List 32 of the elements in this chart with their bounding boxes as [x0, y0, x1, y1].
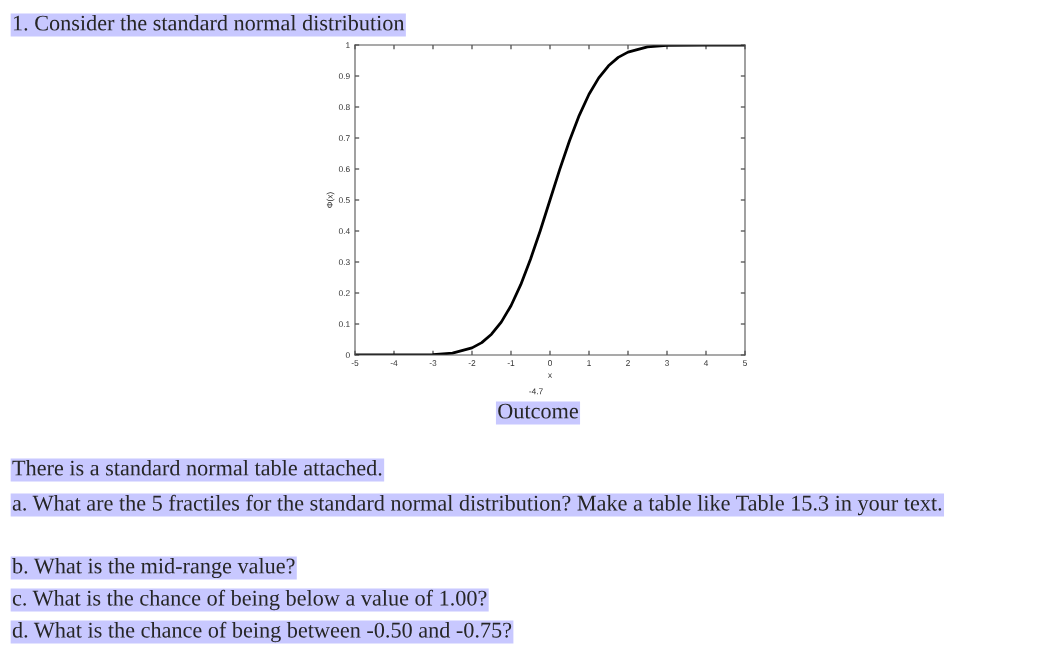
text: d. What is the chance of being between -0.50 and -0.75?	[12, 621, 512, 643]
x-axis-title: x	[548, 373, 552, 378]
x-tick-label: -1	[507, 360, 515, 366]
x-tick-label: 2	[626, 360, 630, 366]
chart-title: 1. Consider the standard normal distribution	[13, 14, 405, 31]
text: Outcome	[498, 403, 578, 419]
text: a. What are the 5 fractiles for the standard normal distribution? Make a table like Table 15.3 in your text.	[12, 494, 942, 516]
y-tick-label: 0.5	[338, 197, 350, 204]
text: b. What is the mid-range value?	[12, 557, 295, 579]
y-tick-label: 0	[345, 352, 350, 359]
y-tick-label: 0.8	[338, 104, 350, 111]
y-tick-label: 1	[346, 42, 350, 49]
x-tick-label: -5	[351, 360, 359, 366]
x-tick-label: 0	[548, 360, 552, 366]
text: There is a standard normal table attached.	[12, 459, 382, 476]
y-tick-label: 0.9	[338, 73, 350, 80]
x-tick-label: 4	[703, 360, 709, 366]
y-tick-label: 0.7	[338, 135, 350, 142]
x-tick-label: 3	[665, 360, 669, 366]
y-tick-label: 0.2	[338, 290, 350, 297]
y-tick-label: 0.3	[338, 259, 350, 266]
y-axis-title: Φ(x)	[326, 192, 335, 208]
text: -4.7	[529, 388, 543, 395]
y-tick-label: 0.6	[338, 166, 350, 173]
y-tick-label: 0.1	[338, 321, 350, 328]
x-tick-label: 5	[743, 360, 747, 366]
x-tick-label: 1	[587, 360, 591, 366]
text: c. What is the chance of being below a value of 1.00?	[12, 589, 487, 611]
x-tick-label: -4	[390, 360, 398, 366]
x-tick-label: -2	[468, 360, 476, 366]
y-tick-label: 0.4	[338, 228, 350, 235]
x-tick-label: -3	[429, 360, 437, 366]
